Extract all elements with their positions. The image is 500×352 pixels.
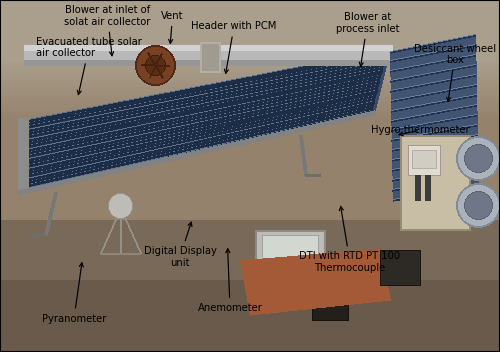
Text: Hygro thermometer: Hygro thermometer — [370, 125, 470, 136]
Text: Blower at inlet of
solat air collector: Blower at inlet of solat air collector — [64, 5, 150, 56]
Text: Pyranometer: Pyranometer — [42, 263, 106, 323]
Text: Evacuated tube solar
air collector: Evacuated tube solar air collector — [36, 37, 142, 95]
Text: Header with PCM: Header with PCM — [192, 21, 276, 74]
Text: Anemometer: Anemometer — [198, 249, 262, 313]
Text: Digital Display
unit: Digital Display unit — [144, 222, 216, 268]
Text: Desiccant wheel
box: Desiccant wheel box — [414, 44, 496, 101]
Text: Vent: Vent — [161, 11, 184, 43]
Text: DTI with RTD PT 100
Thermocouple: DTI with RTD PT 100 Thermocouple — [300, 206, 400, 273]
Text: Blower at
process inlet: Blower at process inlet — [336, 12, 399, 66]
